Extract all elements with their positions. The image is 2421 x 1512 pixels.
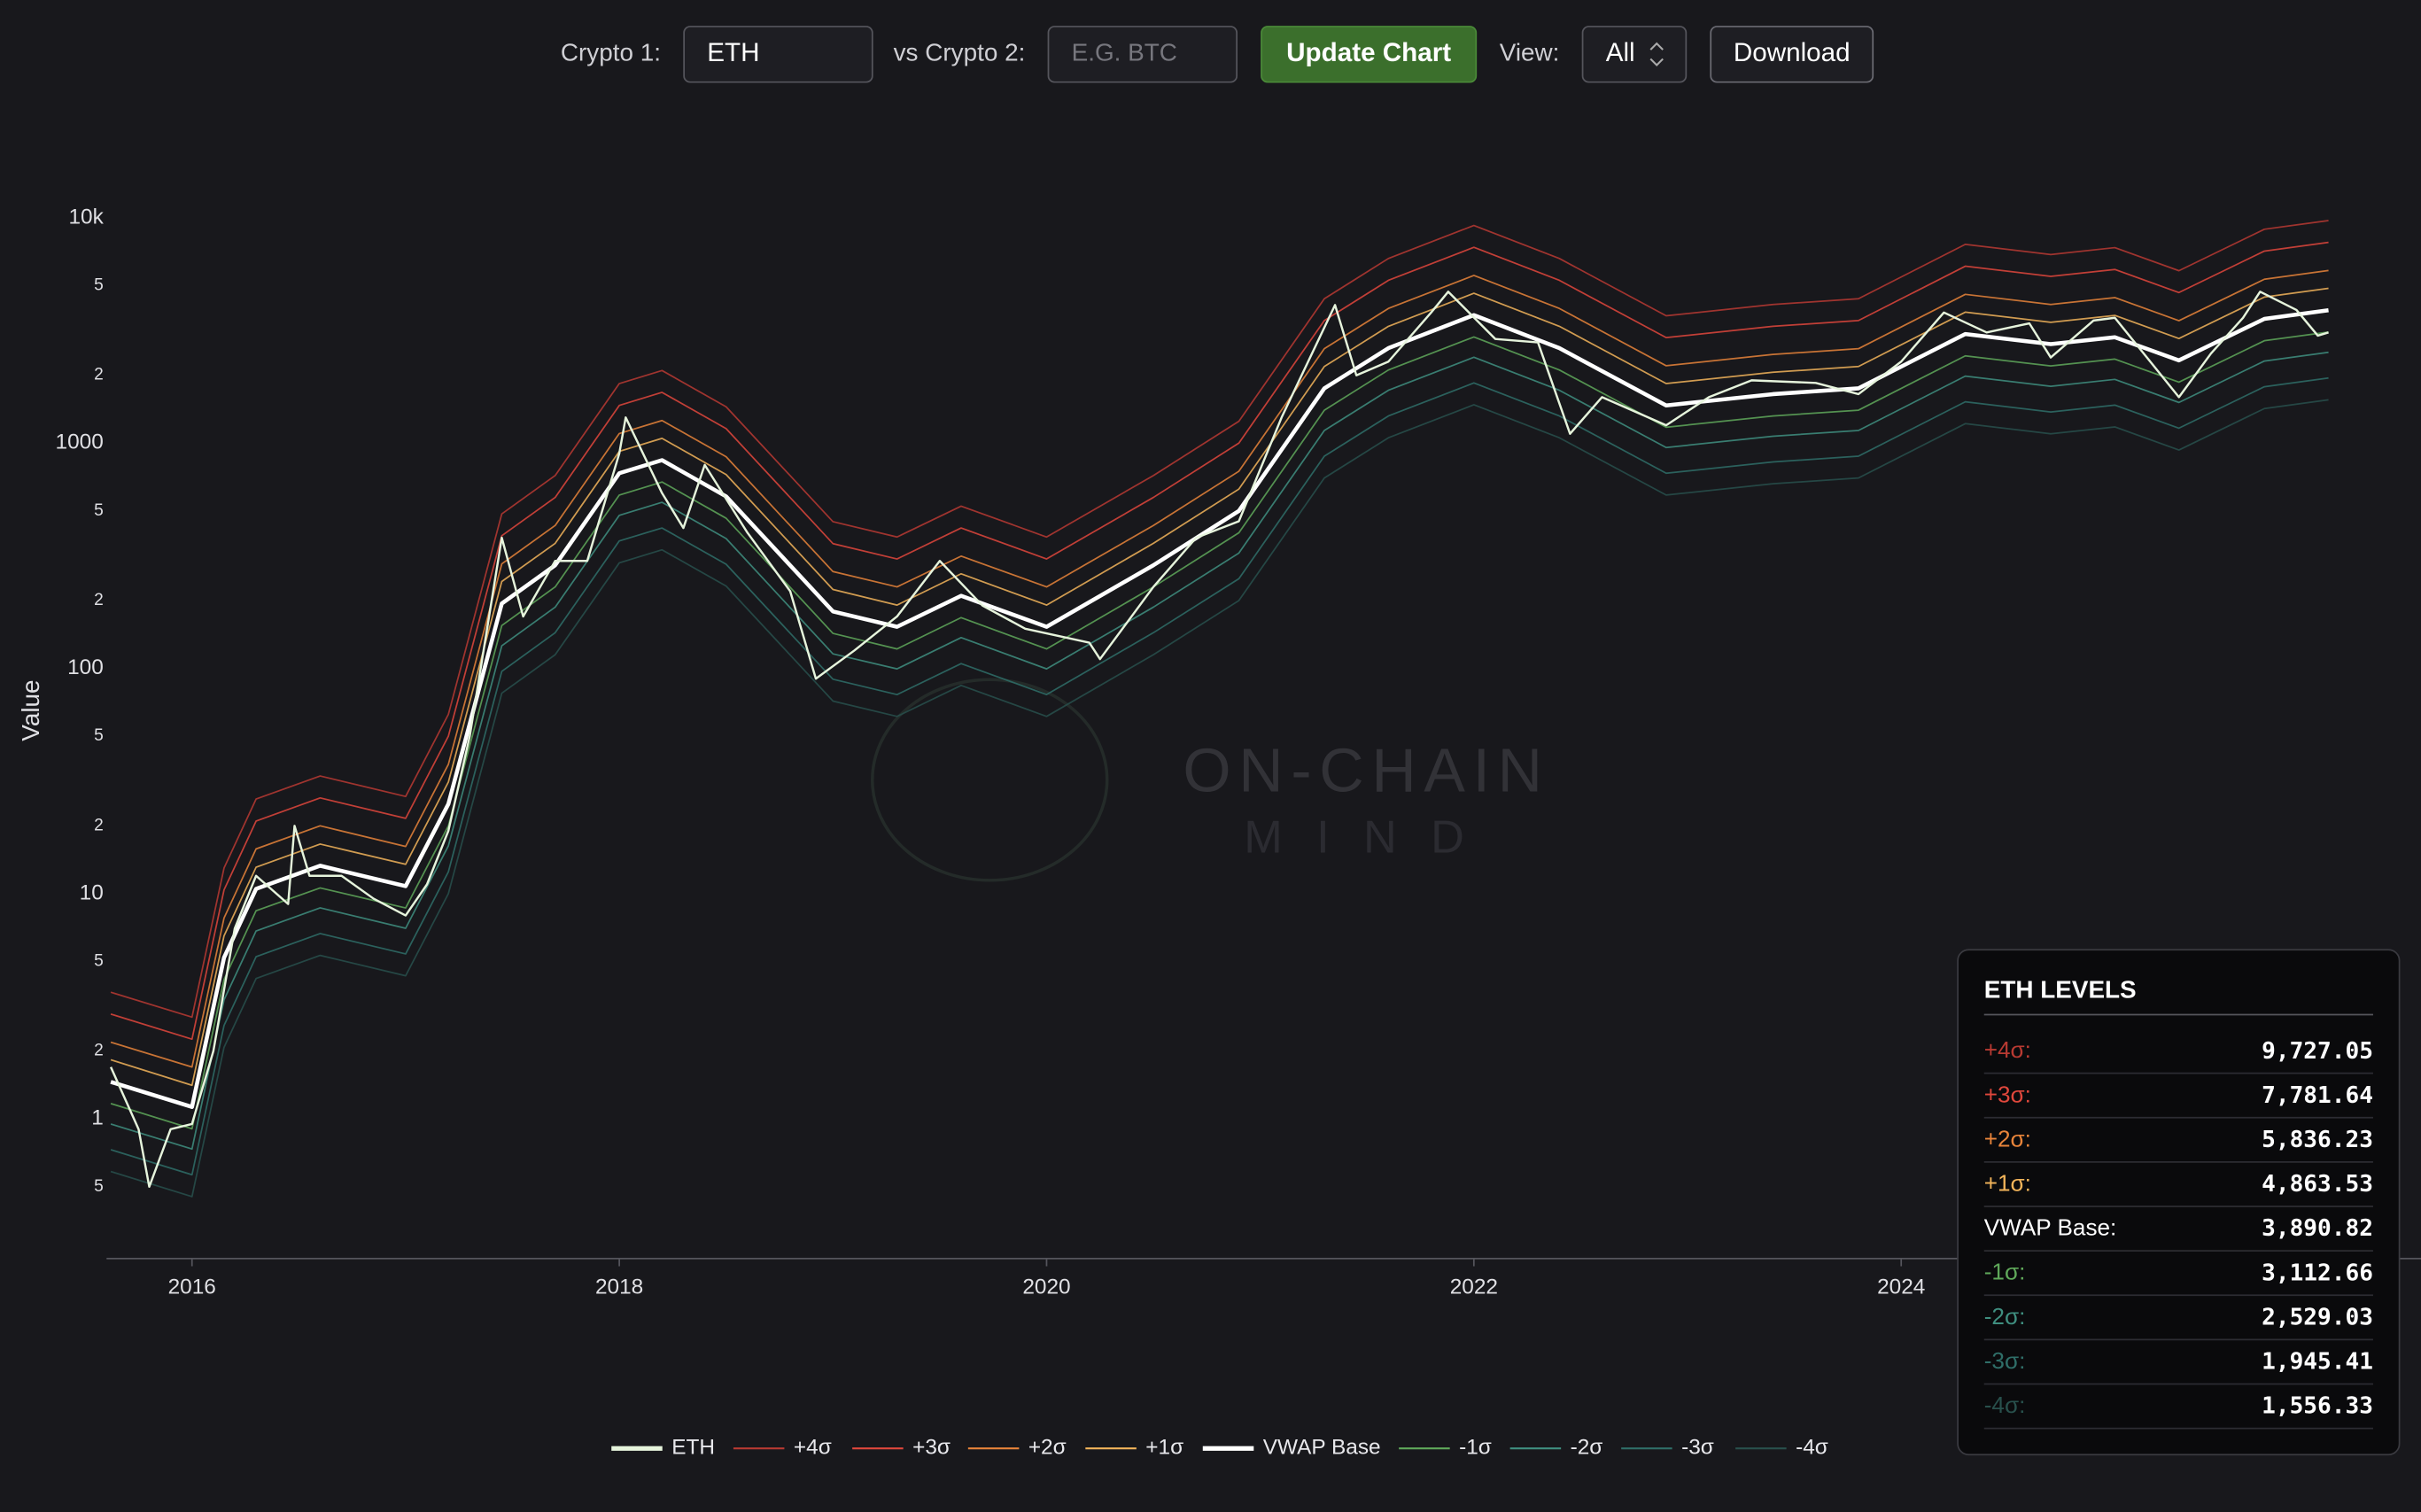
y-tick-label: 5 [94,952,104,971]
x-tick-label: 2020 [1022,1275,1070,1299]
series-line [110,241,2329,1041]
x-tick-label: 2018 [595,1275,643,1299]
level-label: +3σ: [1984,1081,2031,1107]
level-value: 4,863.53 [2262,1171,2373,1198]
watermark: ON-CHAIN MIND [871,678,1549,882]
x-tick-label: 2016 [168,1275,216,1299]
series-line [110,307,2329,1109]
level-label: -4σ: [1984,1392,2026,1418]
legend-label: -3σ [1681,1436,1714,1460]
y-tick-label: 5 [94,276,104,295]
legend-label: -1σ [1459,1436,1492,1460]
series-line [110,220,2329,1019]
legend-label: +4σ [794,1436,832,1460]
legend-label: +1σ [1145,1436,1183,1460]
update-button-label: Update Chart [1286,38,1451,67]
series-line [109,291,2329,1188]
levels-panel: ETH LEVELS +4σ: 9,727.05 +3σ: 7,781.64 +2σ: 5,… [1957,949,2401,1456]
series-line [110,399,2329,1198]
level-label: VWAP Base: [1984,1214,2117,1241]
crypto2-label: vs Crypto 2: [894,39,1026,66]
level-value: 7,781.64 [2262,1082,2373,1109]
view-value: All [1606,38,1635,67]
legend: ETH +4σ +3σ +2σ +1σ VWAP Base -1σ -2σ -3σ -4σ [611,1436,1828,1460]
series-line [110,376,2329,1176]
y-tick-label: 2 [94,591,104,609]
level-value: 1,556.33 [2262,1393,2373,1420]
series-line [110,269,2329,1068]
download-button[interactable] [1710,26,1874,83]
legend-label: ETH [671,1436,715,1460]
y-tick-label: 2 [94,816,104,834]
panel-title: ETH LEVELS [1984,976,2137,1004]
y-tick-label: 10k [68,205,104,229]
watermark-icon [871,678,1109,882]
legend-label: -4σ [1796,1436,1828,1460]
y-tick-label: 1 [91,1106,104,1130]
legend-label: -2σ [1571,1436,1603,1460]
update-button[interactable] [1261,26,1478,83]
level-value: 5,836.23 [2262,1127,2373,1153]
level-label: +4σ: [1984,1036,2031,1063]
level-value: 3,890.82 [2262,1215,2373,1242]
crypto1-input[interactable] [683,26,873,83]
crypto1-value: ETH [707,38,759,67]
panel-box [1957,949,2401,1456]
level-value: 2,529.03 [2262,1304,2373,1330]
crypto2-placeholder: E.G. BTC [1072,39,1177,66]
y-tick-label: 100 [67,655,104,679]
y-tick-label: 1000 [56,430,104,454]
crypto2-input[interactable] [1047,26,1238,83]
level-label: +1σ: [1984,1170,2031,1197]
x-tick-label: 2022 [1450,1275,1498,1299]
y-tick-label: 2 [94,366,104,384]
legend-label: +3σ [912,1436,951,1460]
level-label: +2σ: [1984,1125,2031,1151]
level-label: -2σ: [1984,1303,2026,1330]
level-label: -1σ: [1984,1259,2026,1285]
crypto1-label: Crypto 1: [561,39,661,66]
legend-label: VWAP Base [1263,1436,1381,1460]
x-tick-label: 2024 [1877,1275,1925,1299]
series-line [110,351,2329,1151]
y-tick-label: 10 [80,880,104,904]
y-axis-label: Value [17,679,44,740]
series-line [110,287,2329,1087]
series-line [110,330,2329,1130]
plot-area: 10k 5 2 1000 5 2 100 5 2 10 5 2 1 5 2016 2018 2020 2022 20… [56,205,2353,1299]
y-tick-label: 5 [94,1177,104,1196]
watermark-text: ON-CHAIN [1183,736,1549,805]
y-tick-label: 2 [94,1042,104,1060]
view-label: View: [1500,39,1560,66]
view-select[interactable] [1581,26,1688,83]
level-label: -3σ: [1984,1347,2026,1374]
y-tick-label: 5 [94,501,104,520]
watermark-text: MIND [1244,811,1498,863]
select-chevron [1649,42,1664,66]
download-button-label: Download [1734,38,1851,67]
legend-label: +2σ [1028,1436,1067,1460]
level-value: 3,112.66 [2262,1260,2373,1286]
level-value: 1,945.41 [2262,1349,2373,1376]
y-tick-label: 5 [94,726,104,745]
level-value: 9,727.05 [2262,1038,2373,1065]
